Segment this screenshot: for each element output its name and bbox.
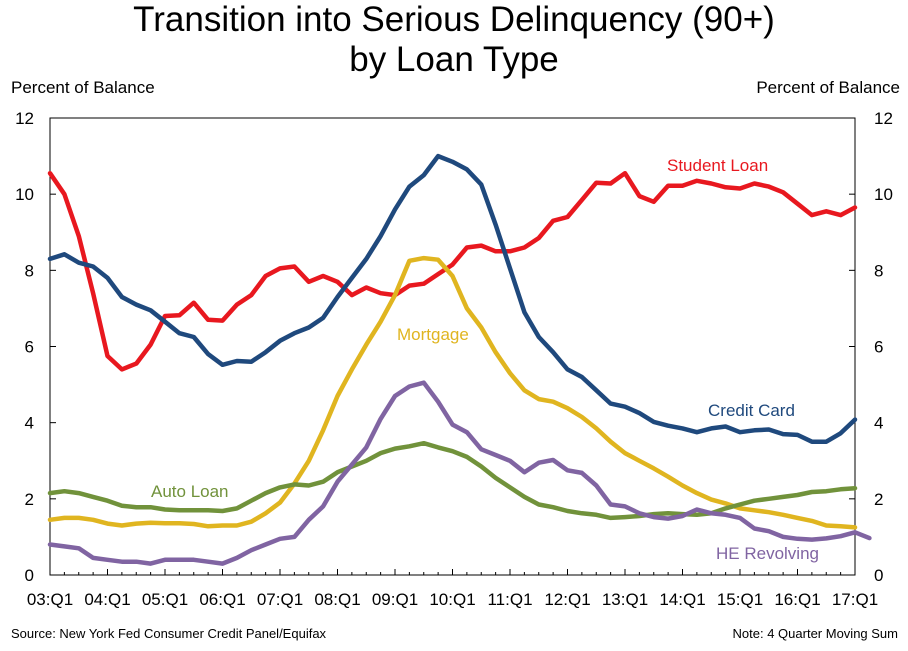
y-tick-label-right: 12 [874, 109, 893, 128]
y-tick-label-left: 8 [25, 261, 34, 280]
series-annotation-student-loan: Student Loan [667, 156, 768, 175]
y-tick-label-left: 10 [15, 185, 34, 204]
x-tick-label: 13:Q1 [602, 590, 648, 609]
series-line-auto-loan [47, 440, 858, 521]
x-tick-label: 06:Q1 [199, 590, 245, 609]
y-tick-label-left: 12 [15, 109, 34, 128]
chart-title: Transition into Serious Delinquency (90+… [133, 0, 775, 39]
x-tick-label: 09:Q1 [372, 590, 418, 609]
chart-subtitle: by Loan Type [349, 40, 559, 79]
x-tick-label: 15:Q1 [717, 590, 763, 609]
x-tick-label: 07:Q1 [257, 590, 303, 609]
x-tick-label: 04:Q1 [84, 590, 130, 609]
y-tick-label-right: 4 [874, 414, 883, 433]
x-tick-label: 12:Q1 [544, 590, 590, 609]
x-tick-label: 05:Q1 [142, 590, 188, 609]
method-note: Note: 4 Quarter Moving Sum [732, 626, 898, 641]
y-tick-label-left: 0 [25, 566, 34, 585]
series-line-he-revolving [47, 380, 872, 566]
source-note: Source: New York Fed Consumer Credit Pan… [11, 626, 327, 641]
x-tick-label: 10:Q1 [429, 590, 475, 609]
y-tick-label-right: 6 [874, 338, 883, 357]
y-tick-label-right: 0 [874, 566, 883, 585]
y-axis-label-left: Percent of Balance [11, 78, 155, 97]
x-tick-label: 17:Q1 [832, 590, 878, 609]
x-tick-label: 08:Q1 [314, 590, 360, 609]
y-tick-label-left: 4 [25, 414, 34, 433]
series-annotation-credit-card: Credit Card [708, 401, 795, 420]
y-tick-label-right: 2 [874, 490, 883, 509]
y-tick-label-left: 2 [25, 490, 34, 509]
y-tick-label-right: 8 [874, 261, 883, 280]
y-tick-label-right: 10 [874, 185, 893, 204]
y-tick-label-left: 6 [25, 338, 34, 357]
x-tick-label: 03:Q1 [27, 590, 73, 609]
series-line-student-loan [47, 170, 858, 372]
x-tick-label: 16:Q1 [774, 590, 820, 609]
x-tick-label: 11:Q1 [487, 590, 532, 609]
series-annotation-auto-loan: Auto Loan [151, 482, 229, 501]
series-line-mortgage [47, 255, 858, 530]
y-axis-label-right: Percent of Balance [756, 78, 900, 97]
series-annotation-he-revolving: HE Revolving [716, 544, 819, 563]
x-tick-label: 14:Q1 [659, 590, 705, 609]
series-line-credit-card [47, 153, 858, 444]
series-annotation-mortgage: Mortgage [397, 325, 469, 344]
